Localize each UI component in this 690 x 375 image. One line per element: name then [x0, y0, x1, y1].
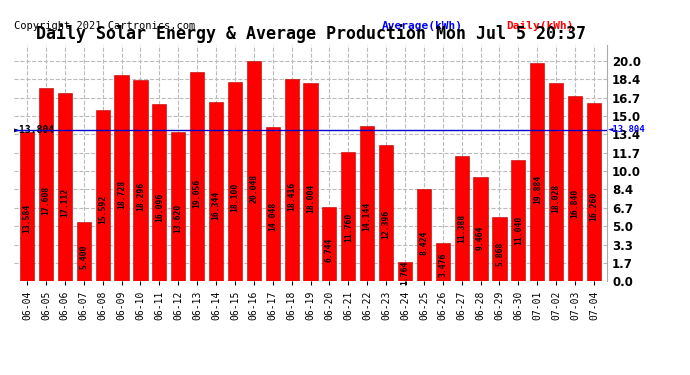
Text: 18.728: 18.728: [117, 180, 126, 210]
Bar: [152, 104, 166, 281]
Text: 11.760: 11.760: [344, 212, 353, 242]
Bar: [115, 75, 128, 281]
Bar: [379, 145, 393, 281]
Text: 17.112: 17.112: [60, 188, 69, 217]
Bar: [304, 83, 317, 281]
Bar: [493, 217, 506, 281]
Text: 17.608: 17.608: [41, 185, 50, 214]
Bar: [473, 177, 488, 281]
Bar: [228, 82, 242, 281]
Bar: [417, 189, 431, 281]
Bar: [20, 132, 34, 281]
Bar: [568, 96, 582, 281]
Text: Average(kWh): Average(kWh): [382, 21, 463, 31]
Text: 12.396: 12.396: [382, 209, 391, 238]
Text: 18.100: 18.100: [230, 183, 239, 212]
Bar: [190, 72, 204, 281]
Text: 11.388: 11.388: [457, 214, 466, 243]
Text: 19.884: 19.884: [533, 175, 542, 204]
Bar: [342, 152, 355, 281]
Text: Daily(kWh): Daily(kWh): [506, 21, 574, 31]
Bar: [549, 83, 563, 281]
Bar: [511, 160, 526, 281]
Text: 19.056: 19.056: [193, 178, 201, 208]
Text: 18.416: 18.416: [287, 182, 296, 211]
Text: 11.040: 11.040: [514, 216, 523, 245]
Bar: [95, 110, 110, 281]
Text: 16.840: 16.840: [571, 189, 580, 218]
Text: 20.048: 20.048: [249, 174, 258, 203]
Text: 3.476: 3.476: [438, 253, 447, 278]
Bar: [530, 63, 544, 281]
Text: 14.144: 14.144: [363, 201, 372, 231]
Title: Daily Solar Energy & Average Production Mon Jul 5 20:37: Daily Solar Energy & Average Production …: [35, 24, 586, 44]
Bar: [284, 79, 299, 281]
Text: 15.592: 15.592: [98, 195, 107, 224]
Bar: [398, 262, 412, 281]
Text: 6.744: 6.744: [325, 238, 334, 262]
Text: ◄13.804: ◄13.804: [609, 125, 646, 134]
Text: ►13.804: ►13.804: [14, 124, 55, 135]
Bar: [322, 207, 337, 281]
Bar: [39, 88, 53, 281]
Text: 14.048: 14.048: [268, 202, 277, 231]
Text: 8.424: 8.424: [420, 230, 428, 255]
Text: 9.464: 9.464: [476, 225, 485, 250]
Bar: [266, 127, 279, 281]
Text: Copyright 2021 Cartronics.com: Copyright 2021 Cartronics.com: [14, 21, 195, 31]
Bar: [587, 103, 601, 281]
Text: 18.296: 18.296: [136, 182, 145, 212]
Bar: [209, 102, 223, 281]
Bar: [133, 80, 148, 281]
Text: 16.260: 16.260: [589, 192, 598, 221]
Bar: [360, 126, 374, 281]
Text: 5.400: 5.400: [79, 244, 88, 268]
Text: 13.584: 13.584: [23, 204, 32, 233]
Bar: [58, 93, 72, 281]
Bar: [171, 132, 186, 281]
Bar: [435, 243, 450, 281]
Text: 13.620: 13.620: [174, 204, 183, 233]
Text: 1.764: 1.764: [400, 261, 409, 285]
Text: 18.004: 18.004: [306, 183, 315, 213]
Text: 16.096: 16.096: [155, 192, 164, 222]
Text: 18.028: 18.028: [552, 183, 561, 213]
Bar: [77, 222, 91, 281]
Bar: [455, 156, 469, 281]
Text: 5.868: 5.868: [495, 242, 504, 266]
Bar: [247, 61, 261, 281]
Text: 16.344: 16.344: [212, 191, 221, 220]
